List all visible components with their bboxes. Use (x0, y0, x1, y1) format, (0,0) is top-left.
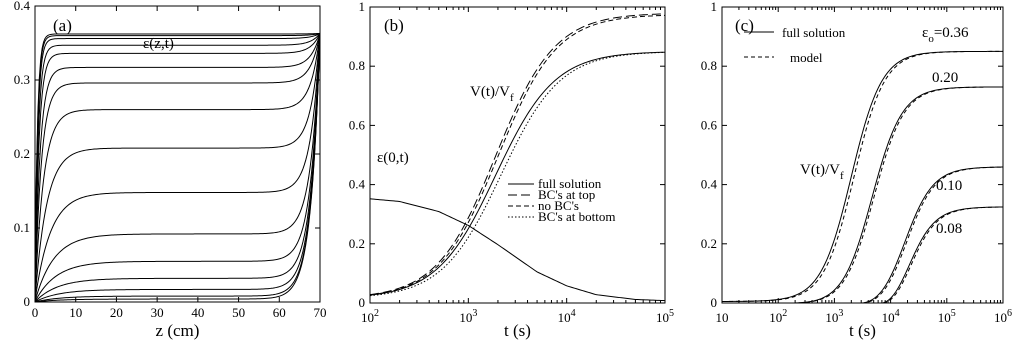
eps-profile-line (34, 33, 321, 303)
panel-label: (c) (735, 16, 754, 35)
y-tick-label: 0 (711, 295, 718, 310)
eps-profile-line (34, 33, 321, 294)
y-tick-label: 1 (359, 0, 366, 14)
eps-profile-line (34, 32, 321, 283)
panel-label: (a) (53, 16, 72, 35)
y-tick-label: 0.4 (701, 177, 718, 192)
eps-value-annotation: 0.20 (932, 70, 958, 86)
plot-frame (369, 6, 666, 304)
eps-profile-line (34, 32, 321, 285)
y-tick-label: 0.4 (349, 177, 366, 192)
x-tick-label: 10 (69, 305, 82, 320)
eps0t-annotation: ε(0,t) (377, 150, 409, 166)
eps-profile-line (34, 33, 321, 302)
plot-frame (34, 5, 321, 303)
panel-a: 0 10 20 30 40 50 60 70 0 0.1 0.2 0.3 0.4 (a) ε(z,t) z (… (14, 0, 327, 340)
legend-label: full solution (782, 25, 846, 40)
x-axis-label: t (s) (849, 321, 876, 340)
x-tick-label: 102 (361, 308, 379, 325)
x-tick-label: 70 (314, 305, 327, 320)
eps-value-annotation: 0.10 (936, 178, 962, 194)
full-solution-line (721, 50, 1003, 302)
eps-profile-line (34, 33, 321, 288)
eps-value-annotation: 0.08 (936, 221, 962, 237)
y-tick-label: 0.4 (14, 0, 31, 13)
x-axis-label: z (cm) (156, 321, 200, 340)
legend-label: BC's at bottom (538, 209, 615, 224)
x-tick-label: 40 (191, 305, 204, 320)
x-tick-label: 104 (882, 308, 900, 325)
x-tick-label: 20 (110, 305, 123, 320)
model-line (722, 86, 1004, 304)
x-axis-label: t (s) (504, 321, 531, 340)
x-tick-label: 10 (716, 310, 729, 325)
panel-c: 10 102 103 104 105 106 0 0.2 0.4 0.6 0.8 1 full solu… (701, 0, 1012, 340)
eps-profile-line (34, 33, 321, 298)
y-tick-label: 0.6 (349, 117, 366, 132)
eps-profile-line (34, 33, 321, 290)
x-tick-label: 104 (558, 308, 576, 325)
y-tick-label: 0.8 (349, 58, 365, 73)
eps-profile-line (34, 32, 321, 282)
eps0t-line (369, 198, 666, 302)
x-tick-label: 106 (994, 308, 1012, 325)
y-tick-label: 0.2 (14, 146, 30, 161)
vt-vf-annotation: V(t)/Vf (800, 162, 844, 182)
y-tick-label: 0.6 (701, 117, 718, 132)
y-tick-label: 0.2 (349, 236, 365, 251)
y-tick-label: 1 (711, 0, 718, 14)
x-tick-label: 50 (232, 305, 245, 320)
x-tick-label: 60 (273, 305, 286, 320)
y-tick-label: 0.8 (701, 58, 717, 73)
volume-ratio-line-longdash (369, 13, 666, 296)
x-tick-label: 105 (938, 308, 956, 325)
vt-vf-annotation: V(t)/Vf (470, 84, 514, 104)
eps0-annotation: εo=0.36 (922, 25, 969, 45)
eps-profile-line (34, 33, 321, 303)
x-tick-label: 103 (459, 308, 477, 325)
x-tick-label: 102 (769, 308, 787, 325)
eps-zt-annotation: ε(z,t) (143, 36, 174, 52)
eps-profile-line (34, 33, 321, 300)
eps-profile-line (34, 33, 321, 302)
full-solution-line (722, 86, 1003, 304)
legend-label: no BC's (538, 198, 579, 213)
legend-label: model (790, 50, 823, 65)
eps-profile-line (34, 33, 321, 303)
model-line (722, 206, 1004, 304)
volume-ratio-line-solid (369, 51, 666, 296)
x-tick-label: 105 (656, 308, 674, 325)
eps-profile-line (34, 33, 321, 296)
volume-ratio-line-dash (369, 14, 666, 296)
y-tick-label: 0 (359, 295, 366, 310)
eps-profile-line (34, 33, 321, 301)
y-tick-label: 0.3 (14, 72, 30, 87)
x-tick-label: 0 (32, 305, 39, 320)
y-tick-label: 0.1 (14, 220, 30, 235)
legend-label: BC's at top (538, 187, 595, 202)
panel-label: (b) (384, 16, 404, 35)
x-tick-label: 103 (825, 308, 843, 325)
y-tick-label: 0 (24, 294, 31, 309)
legend-label: full solution (538, 176, 602, 191)
volume-ratio-line-dot (369, 51, 666, 297)
y-tick-label: 0.2 (701, 236, 717, 251)
eps-profile-line (34, 33, 321, 303)
model-line (721, 50, 1004, 302)
x-tick-label: 30 (151, 305, 164, 320)
